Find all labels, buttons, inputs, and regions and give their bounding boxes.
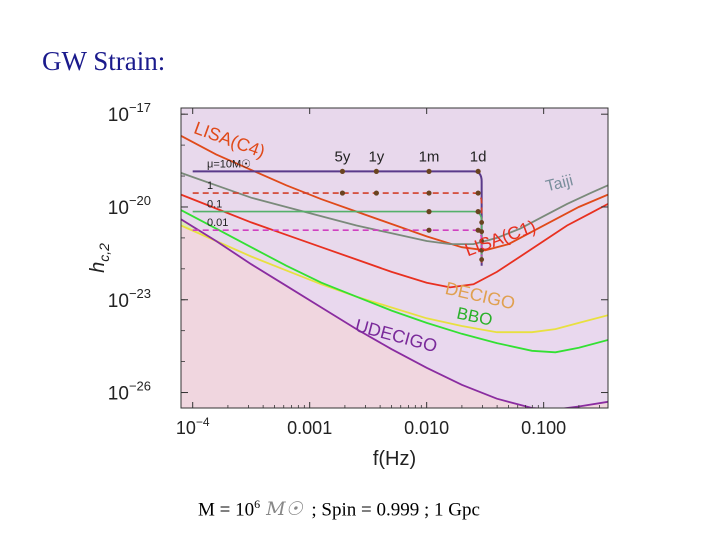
time-marker-dot	[339, 190, 346, 196]
signal-label: 1	[207, 180, 213, 192]
time-marker-label: 1d	[470, 148, 487, 165]
time-marker-dot	[373, 168, 379, 175]
y-tick-exponent: −17	[129, 100, 151, 115]
y-axis-title: hc,2	[87, 243, 112, 273]
y-tick-label: 10−26	[108, 379, 151, 405]
y-tick-exponent: −26	[129, 379, 151, 394]
curve-bbo	[181, 209, 608, 354]
caption-solar-mass: M☉	[266, 498, 303, 521]
x-tick-label: 10−4	[176, 415, 210, 438]
signal-label: μ=10M☉	[207, 158, 251, 170]
curve-udecigo	[181, 218, 608, 408]
caption-mass: M = 10	[198, 499, 255, 521]
time-marker-dot	[479, 220, 485, 225]
time-marker-label: 1m	[419, 148, 440, 165]
signal-label: 0.1	[207, 199, 222, 211]
time-marker-dot	[479, 229, 485, 235]
caption-spin-distance: ; Spin = 0.999 ; 1 Gpc	[311, 499, 480, 521]
curve-taiji	[181, 172, 608, 246]
time-marker-dot	[475, 190, 481, 196]
signal-label: 0.01	[207, 217, 228, 229]
x-tick-label: 0.010	[404, 418, 449, 438]
x-axis-title: f(Hz)	[373, 448, 416, 470]
caption: M = 106 M☉ ; Spin = 0.999 ; 1 Gpc	[198, 497, 480, 521]
time-marker-dot	[479, 257, 485, 262]
time-marker-dot	[426, 209, 432, 215]
y-tick-label: 10−17	[108, 100, 151, 126]
time-marker-dot	[426, 227, 432, 233]
detector-label: Taiji	[544, 172, 575, 195]
x-tick-exponent: −4	[196, 415, 210, 429]
y-axis-subscript: c,2	[96, 243, 112, 262]
x-tick-label: 0.100	[521, 418, 566, 438]
time-marker-dot	[426, 168, 432, 175]
curve-lisac1	[181, 193, 608, 289]
curve-lisac4	[181, 135, 608, 252]
time-marker-dot	[426, 190, 432, 196]
x-tick-label: 0.001	[287, 418, 332, 438]
y-tick-exponent: −20	[129, 193, 151, 208]
y-tick-exponent: −23	[129, 286, 151, 301]
time-marker-label: 5y	[335, 148, 351, 165]
time-marker-dot	[475, 168, 481, 175]
time-marker-dot	[339, 168, 346, 175]
y-tick-label: 10−20	[108, 193, 151, 219]
slide-title: GW Strain:	[42, 46, 166, 76]
time-marker-dot	[373, 190, 379, 196]
time-marker-dot	[475, 209, 481, 215]
signal-track	[192, 170, 483, 266]
caption-exponent: 6	[254, 497, 261, 511]
time-marker-label: 1y	[368, 148, 384, 165]
signal-track	[192, 192, 483, 263]
time-marker-dot	[479, 238, 485, 244]
plot-frame	[180, 107, 609, 409]
curve-decigo	[181, 224, 608, 334]
time-marker-dot	[479, 247, 485, 253]
y-tick-label: 10−23	[108, 286, 151, 312]
